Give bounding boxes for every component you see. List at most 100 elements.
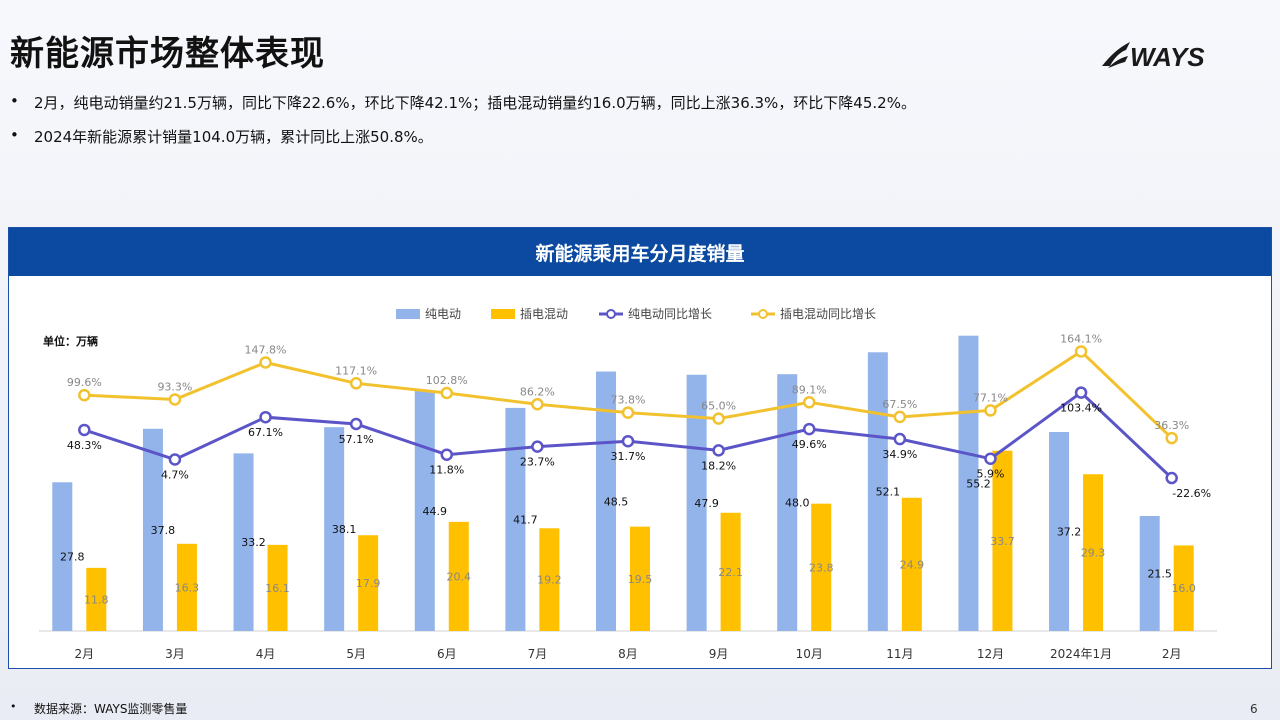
bev-growth-label: 4.7% — [161, 469, 189, 482]
bev-growth-point — [440, 448, 454, 461]
phev-growth-label: 77.1% — [973, 391, 1008, 404]
bar-bev — [233, 453, 254, 631]
bev-growth-point — [259, 410, 272, 424]
data-label-phev: 19.5 — [628, 573, 653, 586]
phev-growth-label: 67.5% — [882, 398, 917, 411]
bar-phev — [811, 503, 832, 631]
unit-label: 单位：万辆 — [43, 334, 98, 348]
bev-growth-point — [78, 423, 91, 437]
phev-growth-point — [1165, 431, 1178, 445]
legend-label-phev-growth: 插电混动同比增长 — [780, 307, 876, 321]
x-tick-label: 9月 — [709, 647, 729, 661]
bullet-dot: • — [10, 92, 19, 110]
data-label-phev: 24.9 — [900, 558, 925, 571]
bev-growth-label: 49.6% — [792, 438, 827, 451]
bar-phev — [86, 567, 107, 631]
x-tick-label: 7月 — [528, 647, 548, 661]
phev-growth-label: 73.8% — [611, 394, 646, 407]
phev-growth-point — [349, 377, 363, 390]
data-label-bev: 38.1 — [332, 523, 357, 536]
bev-growth-point — [531, 440, 544, 453]
bar-phev — [1173, 545, 1194, 631]
data-label-phev: 16.3 — [175, 581, 200, 594]
phev-growth-point — [78, 388, 91, 402]
legend-label-phev: 插电混动 — [520, 307, 568, 321]
x-tick-label: 2月 — [74, 647, 94, 661]
bar-phev — [176, 543, 197, 631]
phev-growth-label: 89.1% — [792, 383, 827, 396]
data-label-bev: 37.2 — [1057, 525, 1082, 538]
phev-growth-point — [984, 404, 997, 417]
bev-growth-label: 23.7% — [520, 456, 555, 469]
bev-growth-point — [984, 452, 997, 465]
legend-label-bev: 纯电动 — [425, 307, 461, 321]
phev-growth-label: 147.8% — [245, 343, 287, 356]
bev-growth-label: 18.2% — [701, 459, 736, 472]
footer-bullet-dot: • — [10, 700, 17, 713]
bev-growth-point — [349, 417, 363, 431]
data-label-bev: 37.8 — [151, 524, 176, 537]
phev-growth-point — [712, 412, 725, 425]
bar-bev — [1049, 431, 1070, 631]
bar-phev — [267, 544, 288, 631]
bev-growth-point — [1165, 471, 1178, 485]
data-label-phev: 17.9 — [356, 577, 381, 590]
legend-marker-phev-growth — [758, 309, 768, 319]
data-label-phev: 19.2 — [537, 574, 562, 587]
data-label-phev: 11.8 — [84, 593, 109, 606]
bar-phev — [992, 450, 1013, 631]
data-label-bev: 48.0 — [785, 497, 810, 510]
phev-growth-label: 102.8% — [426, 374, 468, 387]
bullet-text: 2024年新能源累计销量104.0万辆，累计同比上涨50.8%。 — [34, 128, 433, 146]
phev-growth-point — [802, 396, 816, 409]
bar-phev — [630, 526, 650, 631]
x-tick-label: 2月 — [1162, 647, 1182, 661]
bar-bev — [596, 371, 616, 631]
bar-bev — [324, 427, 345, 631]
data-label-bev: 21.5 — [1147, 567, 1172, 580]
ways-logo: WAYS — [1102, 42, 1205, 72]
bar-bev — [142, 428, 163, 631]
phev-growth-label: 65.0% — [701, 400, 736, 413]
x-tick-label: 6月 — [437, 647, 457, 661]
bar-phev — [539, 528, 560, 631]
bar-bev — [1139, 515, 1160, 631]
bar-phev — [358, 535, 379, 631]
phev-growth-point — [531, 398, 544, 411]
bev-growth-point — [1074, 386, 1088, 399]
phev-growth-label: 99.6% — [67, 376, 102, 389]
phev-growth-point — [259, 356, 272, 369]
bar-bev — [686, 374, 707, 631]
data-label-phev: 16.1 — [265, 582, 290, 595]
sales-chart: 单位：万辆 纯电动 插电混动 纯电动同比增长 插电混动同比增长 27.8 11.8 37.8 1… — [39, 307, 1217, 661]
phev-growth-label: 93.3% — [157, 380, 192, 393]
data-source: 数据来源：WAYS监测零售量 — [34, 702, 188, 716]
data-label-phev: 33.7 — [990, 535, 1015, 548]
x-tick-label: 12月 — [977, 647, 1004, 661]
bev-growth-label: 5.9% — [976, 468, 1004, 481]
bev-growth-label: 48.3% — [67, 439, 102, 452]
phev-growth-label: 164.1% — [1060, 332, 1102, 345]
data-label-phev: 16.0 — [1171, 582, 1196, 595]
legend-swatch-bev — [396, 309, 420, 319]
phev-growth-point — [893, 410, 907, 424]
data-label-phev: 20.4 — [447, 570, 472, 583]
bev-growth-point — [802, 422, 816, 436]
logo-swoosh-icon — [1102, 42, 1130, 66]
data-label-phev: 29.3 — [1081, 547, 1106, 560]
x-tick-label: 3月 — [165, 647, 185, 661]
x-tick-label: 10月 — [796, 647, 823, 661]
x-tick-label: 11月 — [886, 647, 913, 661]
x-tick-label: 8月 — [618, 647, 638, 661]
legend-label-bev-growth: 纯电动同比增长 — [628, 307, 712, 321]
phev-growth-label: 86.2% — [520, 385, 555, 398]
bullet-dot: • — [10, 126, 19, 144]
legend-swatch-phev — [491, 309, 515, 319]
data-label-bev: 48.5 — [604, 495, 629, 508]
bar-bev — [777, 374, 798, 631]
bev-growth-point — [712, 444, 725, 457]
phev-growth-point — [1074, 345, 1088, 358]
bar-phev — [448, 521, 469, 631]
bev-growth-point — [893, 432, 907, 446]
bev-growth-point — [168, 453, 182, 466]
